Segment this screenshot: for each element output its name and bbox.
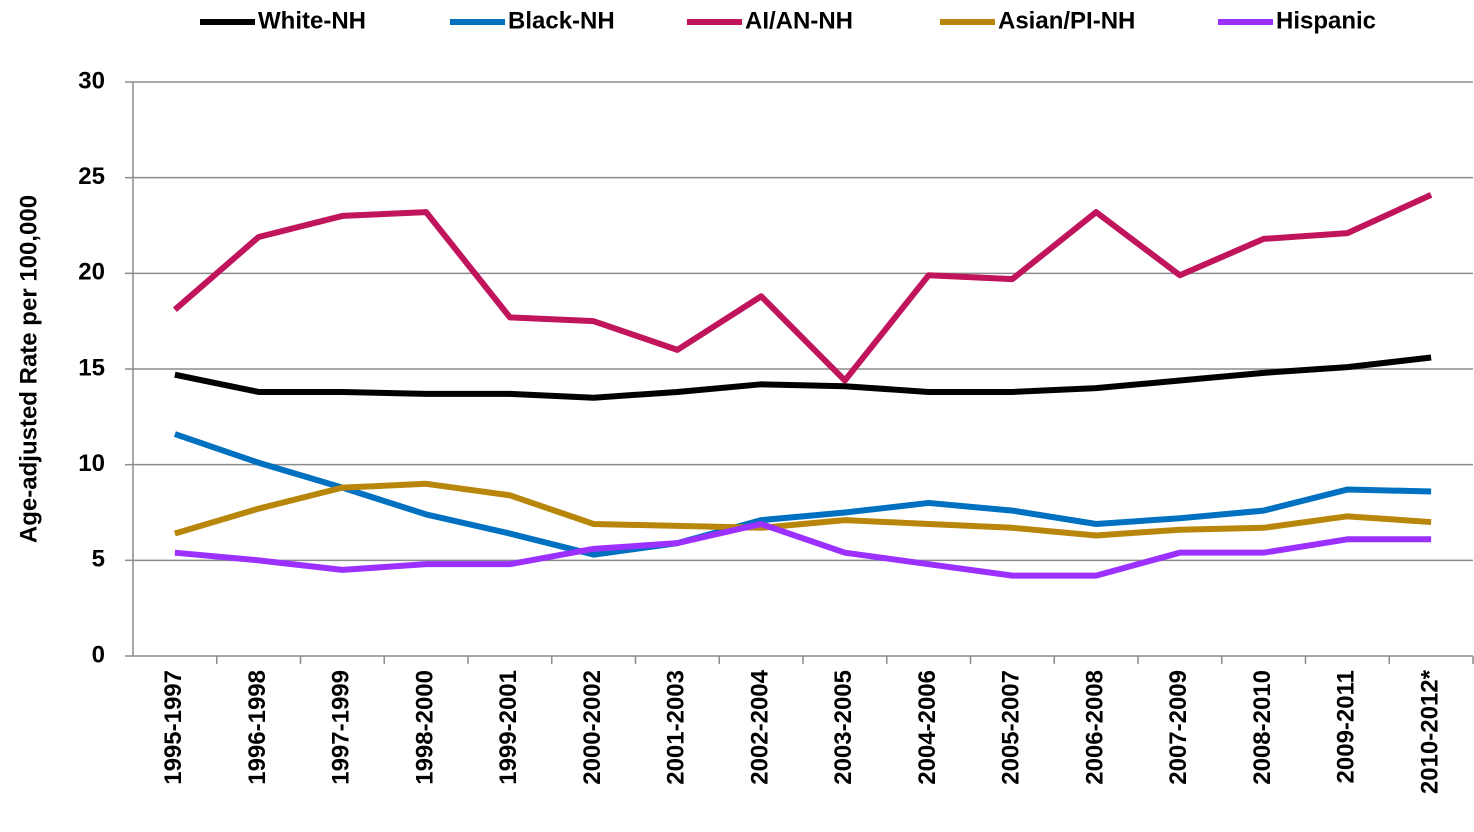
y-tick-label: 30	[78, 67, 105, 94]
legend-label: White-NH	[258, 7, 366, 34]
legend-label: Asian/PI-NH	[998, 7, 1135, 34]
legend-label: AI/AN-NH	[745, 7, 853, 34]
x-tick-label: 2005-2007	[998, 670, 1025, 785]
x-tick-label: 2004-2006	[914, 670, 941, 785]
y-axis-title: Age-adjusted Rate per 100,000	[15, 195, 42, 543]
x-tick-label: 1995-1997	[160, 670, 187, 785]
x-tick-label: 1999-2001	[495, 670, 522, 785]
x-tick-label: 2002-2004	[746, 669, 773, 784]
x-tick-label: 1996-1998	[244, 670, 271, 785]
series-line	[174, 480, 1432, 539]
y-tick-label: 10	[78, 450, 105, 477]
series-line	[174, 520, 1432, 579]
x-tick-label: 1998-2000	[411, 670, 438, 785]
x-tick-label: 2009-2011	[1333, 670, 1360, 783]
y-tick-label: 0	[92, 641, 105, 668]
y-tick-label: 5	[92, 546, 105, 573]
x-tick-label: 2010-2012*	[1416, 669, 1443, 794]
y-tick-label: 15	[78, 354, 105, 381]
x-tick-label: 1997-1999	[328, 670, 355, 785]
x-tick-label: 2008-2010	[1249, 670, 1276, 785]
x-tick-label: 2000-2002	[579, 670, 606, 785]
x-tick-label: 2003-2005	[830, 670, 857, 785]
series-line	[172, 192, 1433, 384]
x-tick-label: 2006-2008	[1081, 670, 1108, 785]
x-tick-label: 2001-2003	[663, 670, 690, 785]
series-line	[173, 431, 1432, 558]
y-tick-label: 25	[78, 163, 105, 190]
legend-label: Black-NH	[508, 7, 615, 34]
series-line	[174, 354, 1432, 401]
x-tick-label: 2007-2009	[1165, 670, 1192, 785]
legend-label: Hispanic	[1276, 7, 1376, 34]
y-tick-label: 20	[78, 259, 105, 286]
